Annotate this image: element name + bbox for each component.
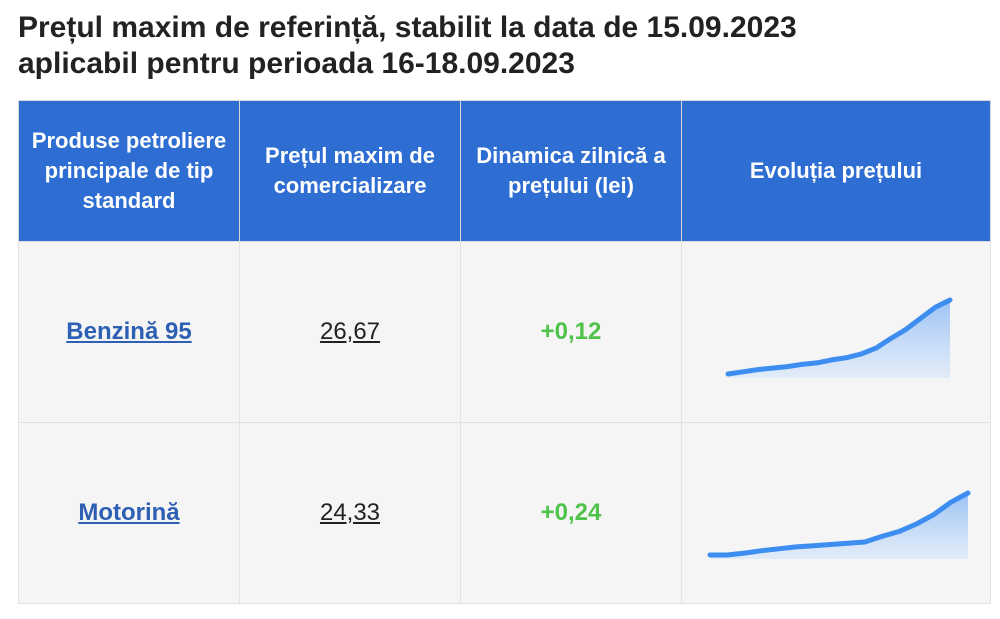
sparkline-motorina — [707, 490, 971, 559]
sparkline-line — [707, 490, 971, 558]
header-max-price: Prețul maxim de comercializare — [239, 100, 461, 242]
table-header-row: Produse petroliere principale de tip sta… — [18, 100, 991, 242]
daily-change-benzina-95: +0,12 — [540, 318, 602, 345]
table-row: Benzină 95 26,67 +0,12 — [18, 241, 991, 423]
fuel-price-table: Produse petroliere principale de tip sta… — [18, 100, 991, 604]
header-daily-change: Dinamica zilnică a prețului (lei) — [460, 100, 682, 242]
delta-cell: +0,12 — [460, 241, 682, 423]
product-link-benzina-95[interactable]: Benzină 95 — [66, 318, 192, 345]
table-row: Motorină 24,33 +0,24 — [18, 422, 991, 604]
page-title: Prețul maxim de referință, stabilit la d… — [18, 10, 988, 82]
product-link-motorina[interactable]: Motorină — [78, 499, 180, 526]
trend-cell — [681, 422, 991, 604]
header-product: Produse petroliere principale de tip sta… — [18, 100, 240, 242]
price-cell: 24,33 — [239, 422, 461, 604]
title-line-1: Prețul maxim de referință, stabilit la d… — [18, 11, 797, 44]
sparkline-area — [710, 493, 968, 559]
price-link-motorina[interactable]: 24,33 — [319, 499, 381, 526]
delta-cell: +0,24 — [460, 422, 682, 604]
price-link-benzina-95[interactable]: 26,67 — [319, 318, 381, 345]
product-cell: Motorină — [18, 422, 240, 604]
trend-cell — [681, 241, 991, 423]
sparkline-area — [728, 300, 950, 378]
product-cell: Benzină 95 — [18, 241, 240, 423]
sparkline-line — [725, 297, 953, 377]
title-line-2: aplicabil pentru perioada 16-18.09.2023 — [18, 47, 575, 80]
sparkline-benzina-95 — [725, 297, 953, 378]
price-cell: 26,67 — [239, 241, 461, 423]
daily-change-motorina: +0,24 — [540, 499, 602, 526]
header-price-evolution: Evoluția prețului — [681, 100, 991, 242]
